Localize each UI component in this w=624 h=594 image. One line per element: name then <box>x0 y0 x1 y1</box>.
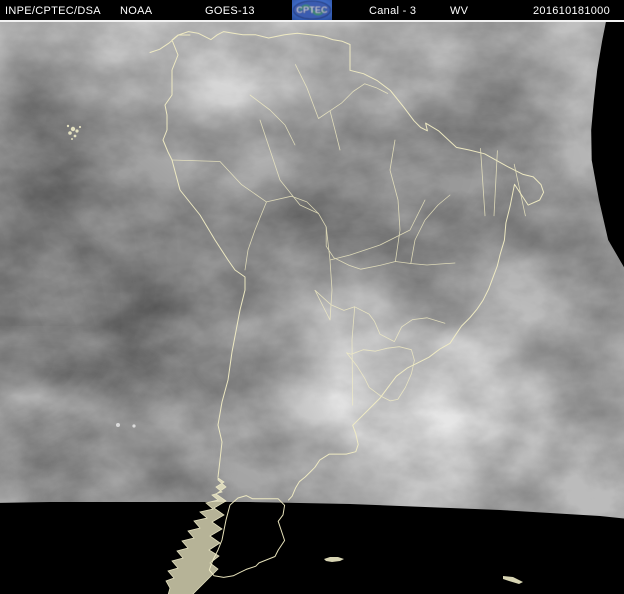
svg-text:CPTEC: CPTEC <box>296 5 328 15</box>
